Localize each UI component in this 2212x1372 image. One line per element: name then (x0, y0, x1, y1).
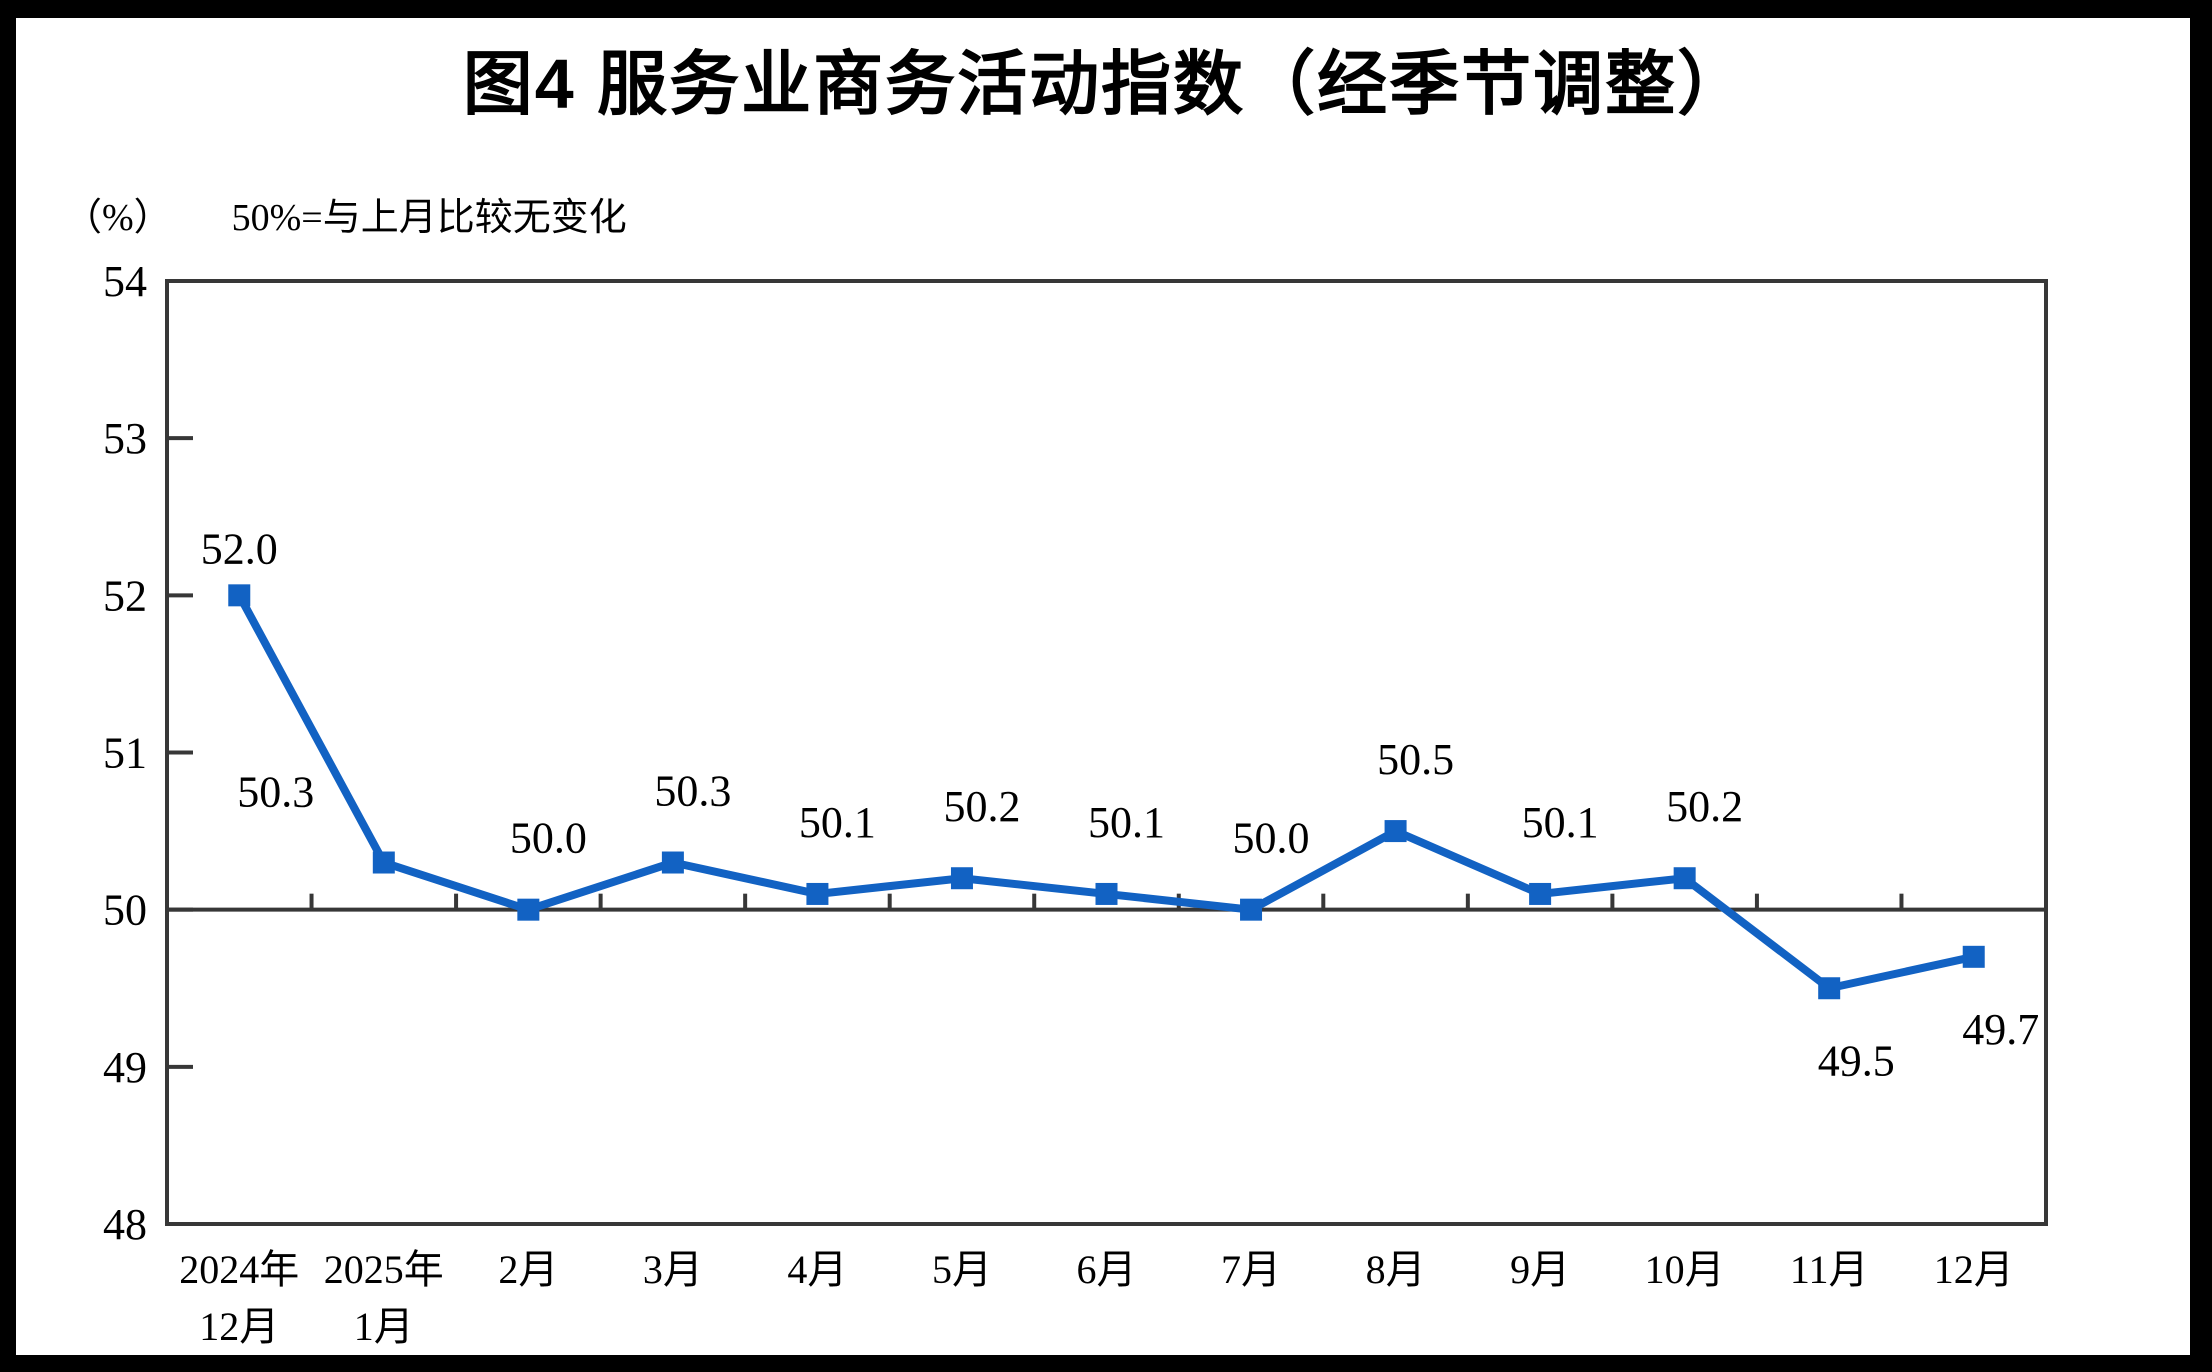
data-point-marker (950, 867, 973, 890)
x-axis-label: 2024年 12月 (179, 1247, 299, 1349)
data-point-label: 52.0 (201, 524, 278, 573)
x-axis-label: 4月 (787, 1247, 847, 1292)
data-point-marker (1818, 977, 1841, 1000)
data-point-marker (1962, 945, 1985, 968)
data-point-label: 50.1 (1088, 798, 1165, 847)
x-axis-label: 8月 (1366, 1247, 1426, 1292)
plot-border (165, 279, 2048, 1226)
x-axis-label: 9月 (1510, 1247, 1570, 1292)
x-axis-label: 11月 (1790, 1247, 1869, 1292)
y-axis-label: 49 (103, 1043, 147, 1092)
data-point-label: 49.5 (1818, 1036, 1895, 1085)
x-axis-label: 10月 (1645, 1247, 1725, 1292)
data-point-label: 50.3 (237, 768, 314, 817)
data-point-marker (661, 851, 684, 874)
axis-unit-note: （%） 50%=与上月比较无变化 (64, 186, 627, 241)
data-point-label: 50.2 (943, 782, 1020, 831)
data-point-marker (1240, 898, 1263, 921)
data-point-label: 50.2 (1666, 782, 1743, 831)
y-axis-label: 53 (103, 414, 147, 463)
chart-title: 图4 服务业商务活动指数（经季节调整） (462, 45, 1750, 123)
x-axis-label: 3月 (643, 1247, 703, 1292)
y-axis-label: 51 (103, 729, 147, 778)
data-point-marker (1673, 867, 1696, 890)
x-axis-label: 5月 (932, 1247, 992, 1292)
data-point-marker (1384, 820, 1407, 843)
data-point-label: 49.7 (1962, 1005, 2039, 1054)
x-axis-label: 6月 (1077, 1247, 1137, 1292)
data-point-marker (372, 851, 395, 874)
data-point-label: 50.0 (1233, 814, 1310, 863)
data-point-marker (1529, 882, 1552, 905)
data-point-marker (1095, 882, 1118, 905)
data-point-marker (806, 882, 829, 905)
data-point-label: 50.1 (1522, 798, 1599, 847)
data-point-label: 50.3 (654, 767, 731, 816)
y-axis-label: 48 (103, 1200, 147, 1249)
data-point-label: 50.1 (799, 798, 876, 847)
data-point-label: 50.0 (510, 814, 587, 863)
x-axis-label: 2025年 1月 (324, 1247, 444, 1349)
x-axis-label: 12月 (1934, 1247, 2014, 1292)
y-axis-label: 54 (103, 257, 147, 306)
figure-canvas (16, 18, 2190, 1355)
x-axis-label: 7月 (1221, 1247, 1281, 1292)
x-axis-label: 2月 (498, 1247, 558, 1292)
y-axis-unit-label: （%） (64, 197, 172, 239)
data-point-marker (517, 898, 540, 921)
data-point-marker (228, 584, 251, 607)
y-axis-label: 52 (103, 571, 147, 620)
baseline-note: 50%=与上月比较无变化 (231, 197, 627, 239)
y-axis-label: 50 (103, 886, 147, 935)
data-point-label: 50.5 (1377, 735, 1454, 784)
